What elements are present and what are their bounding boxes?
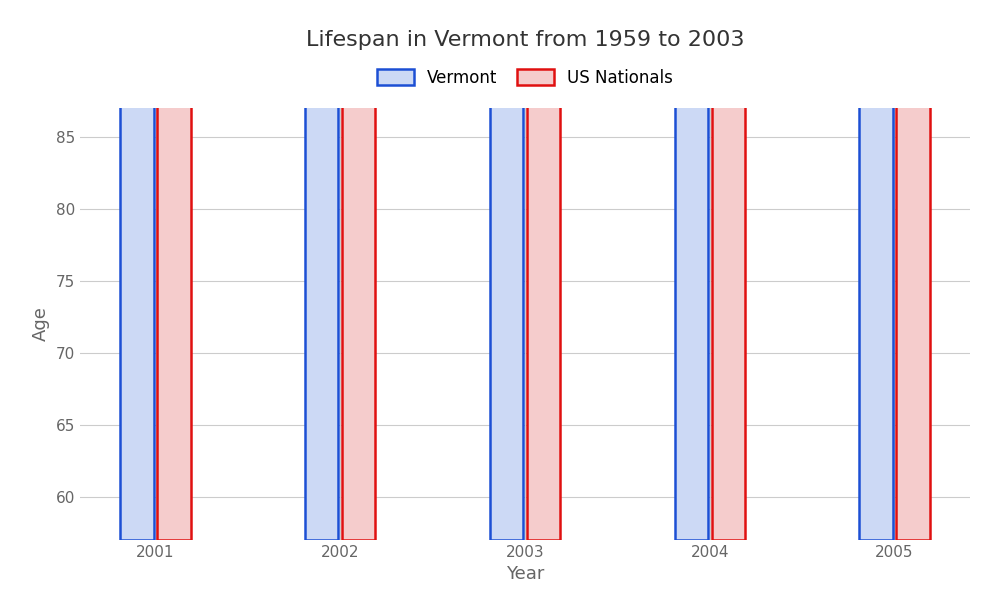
Bar	[342, 0, 375, 540]
Legend: Vermont, US Nationals: Vermont, US Nationals	[369, 60, 681, 95]
Bar	[859, 0, 893, 540]
Bar	[305, 0, 338, 540]
Bar	[712, 0, 745, 540]
Bar	[490, 0, 523, 540]
Bar	[675, 0, 708, 540]
Y-axis label: Age: Age	[32, 307, 50, 341]
Bar	[527, 0, 560, 540]
Bar	[896, 0, 930, 540]
Bar	[120, 0, 154, 540]
X-axis label: Year: Year	[506, 565, 544, 583]
Title: Lifespan in Vermont from 1959 to 2003: Lifespan in Vermont from 1959 to 2003	[306, 29, 744, 50]
Bar	[157, 0, 191, 540]
